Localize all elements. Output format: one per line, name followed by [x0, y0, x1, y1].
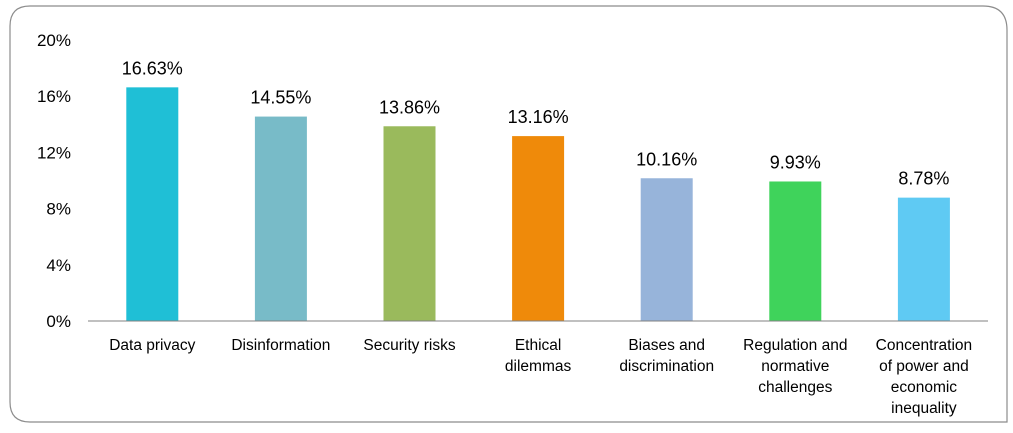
category-label: Security risks [363, 337, 455, 354]
category-label-line: economic [891, 379, 958, 396]
y-tick-label: 16% [37, 87, 71, 106]
bar [383, 126, 436, 321]
value-label: 13.86% [379, 97, 440, 117]
bar [769, 181, 822, 321]
value-label: 16.63% [122, 58, 183, 78]
y-tick-label: 20% [37, 31, 71, 50]
y-tick-label: 4% [46, 256, 71, 275]
category-label-line: of power and [879, 358, 969, 375]
category-label: Disinformation [231, 337, 330, 354]
y-tick-label: 12% [37, 143, 71, 162]
category-label-line: challenges [758, 379, 832, 396]
value-label: 10.16% [636, 149, 697, 169]
value-label: 13.16% [508, 107, 569, 127]
category-label-line: Concentration [876, 337, 973, 354]
category-label-line: Security risks [363, 337, 455, 354]
category-label-line: normative [761, 358, 829, 375]
bar [897, 197, 950, 321]
y-tick-label: 8% [46, 200, 71, 219]
bar [512, 136, 565, 321]
bar [254, 116, 307, 321]
value-label: 8.78% [898, 169, 949, 189]
category-label: Ethical dilemmas [505, 337, 572, 375]
category-label-line: Regulation and [743, 337, 847, 354]
bar [126, 87, 179, 321]
category-label-line: Disinformation [231, 337, 330, 354]
y-tick-label: 0% [46, 312, 71, 331]
bars [126, 87, 950, 321]
value-label: 9.93% [770, 152, 821, 172]
chart-border [9, 5, 1008, 423]
category-label-line: discrimination [619, 358, 714, 375]
category-labels: Data privacy Disinformation Security risks… [109, 337, 972, 417]
category-label-line: Biases and [628, 337, 705, 354]
category-label: Data privacy [109, 337, 195, 354]
y-axis: 0% 4% 8% 12% 16% 20% [37, 31, 71, 331]
bar [640, 178, 693, 321]
category-label-line: dilemmas [505, 358, 572, 375]
category-label: Biases and discrimination [619, 337, 714, 375]
category-label-line: inequality [891, 400, 957, 417]
category-label: Concentration of power and economic inequal… [876, 337, 973, 417]
category-label-line: Data privacy [109, 337, 195, 354]
value-labels: 16.63% 14.55% 13.86% 13.16% 10.16% 9.93% 8.78% [122, 58, 950, 188]
category-label: Regulation and normative challenges [743, 337, 847, 396]
value-label: 14.55% [250, 88, 311, 108]
category-label-line: Ethical [515, 337, 562, 354]
